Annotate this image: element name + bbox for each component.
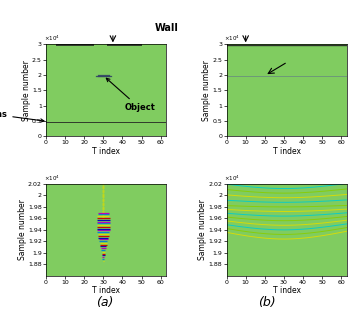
Text: Lens: Lens <box>0 110 44 122</box>
Text: Wall: Wall <box>154 23 178 33</box>
Text: (b): (b) <box>258 296 276 309</box>
Text: $\times10^4$: $\times10^4$ <box>44 174 59 183</box>
Text: $\times10^4$: $\times10^4$ <box>224 174 240 183</box>
Y-axis label: Sample number: Sample number <box>18 199 27 260</box>
X-axis label: T index: T index <box>273 286 301 295</box>
Text: $\times10^4$: $\times10^4$ <box>44 34 59 43</box>
X-axis label: T index: T index <box>92 147 120 156</box>
Y-axis label: Sample number: Sample number <box>198 199 207 260</box>
Y-axis label: Sample number: Sample number <box>22 60 30 121</box>
Text: Object: Object <box>106 78 155 112</box>
X-axis label: T index: T index <box>273 147 301 156</box>
X-axis label: T index: T index <box>92 286 120 295</box>
Text: (a): (a) <box>96 296 113 309</box>
Text: $\times10^4$: $\times10^4$ <box>224 34 240 43</box>
Y-axis label: Sample number: Sample number <box>202 60 211 121</box>
